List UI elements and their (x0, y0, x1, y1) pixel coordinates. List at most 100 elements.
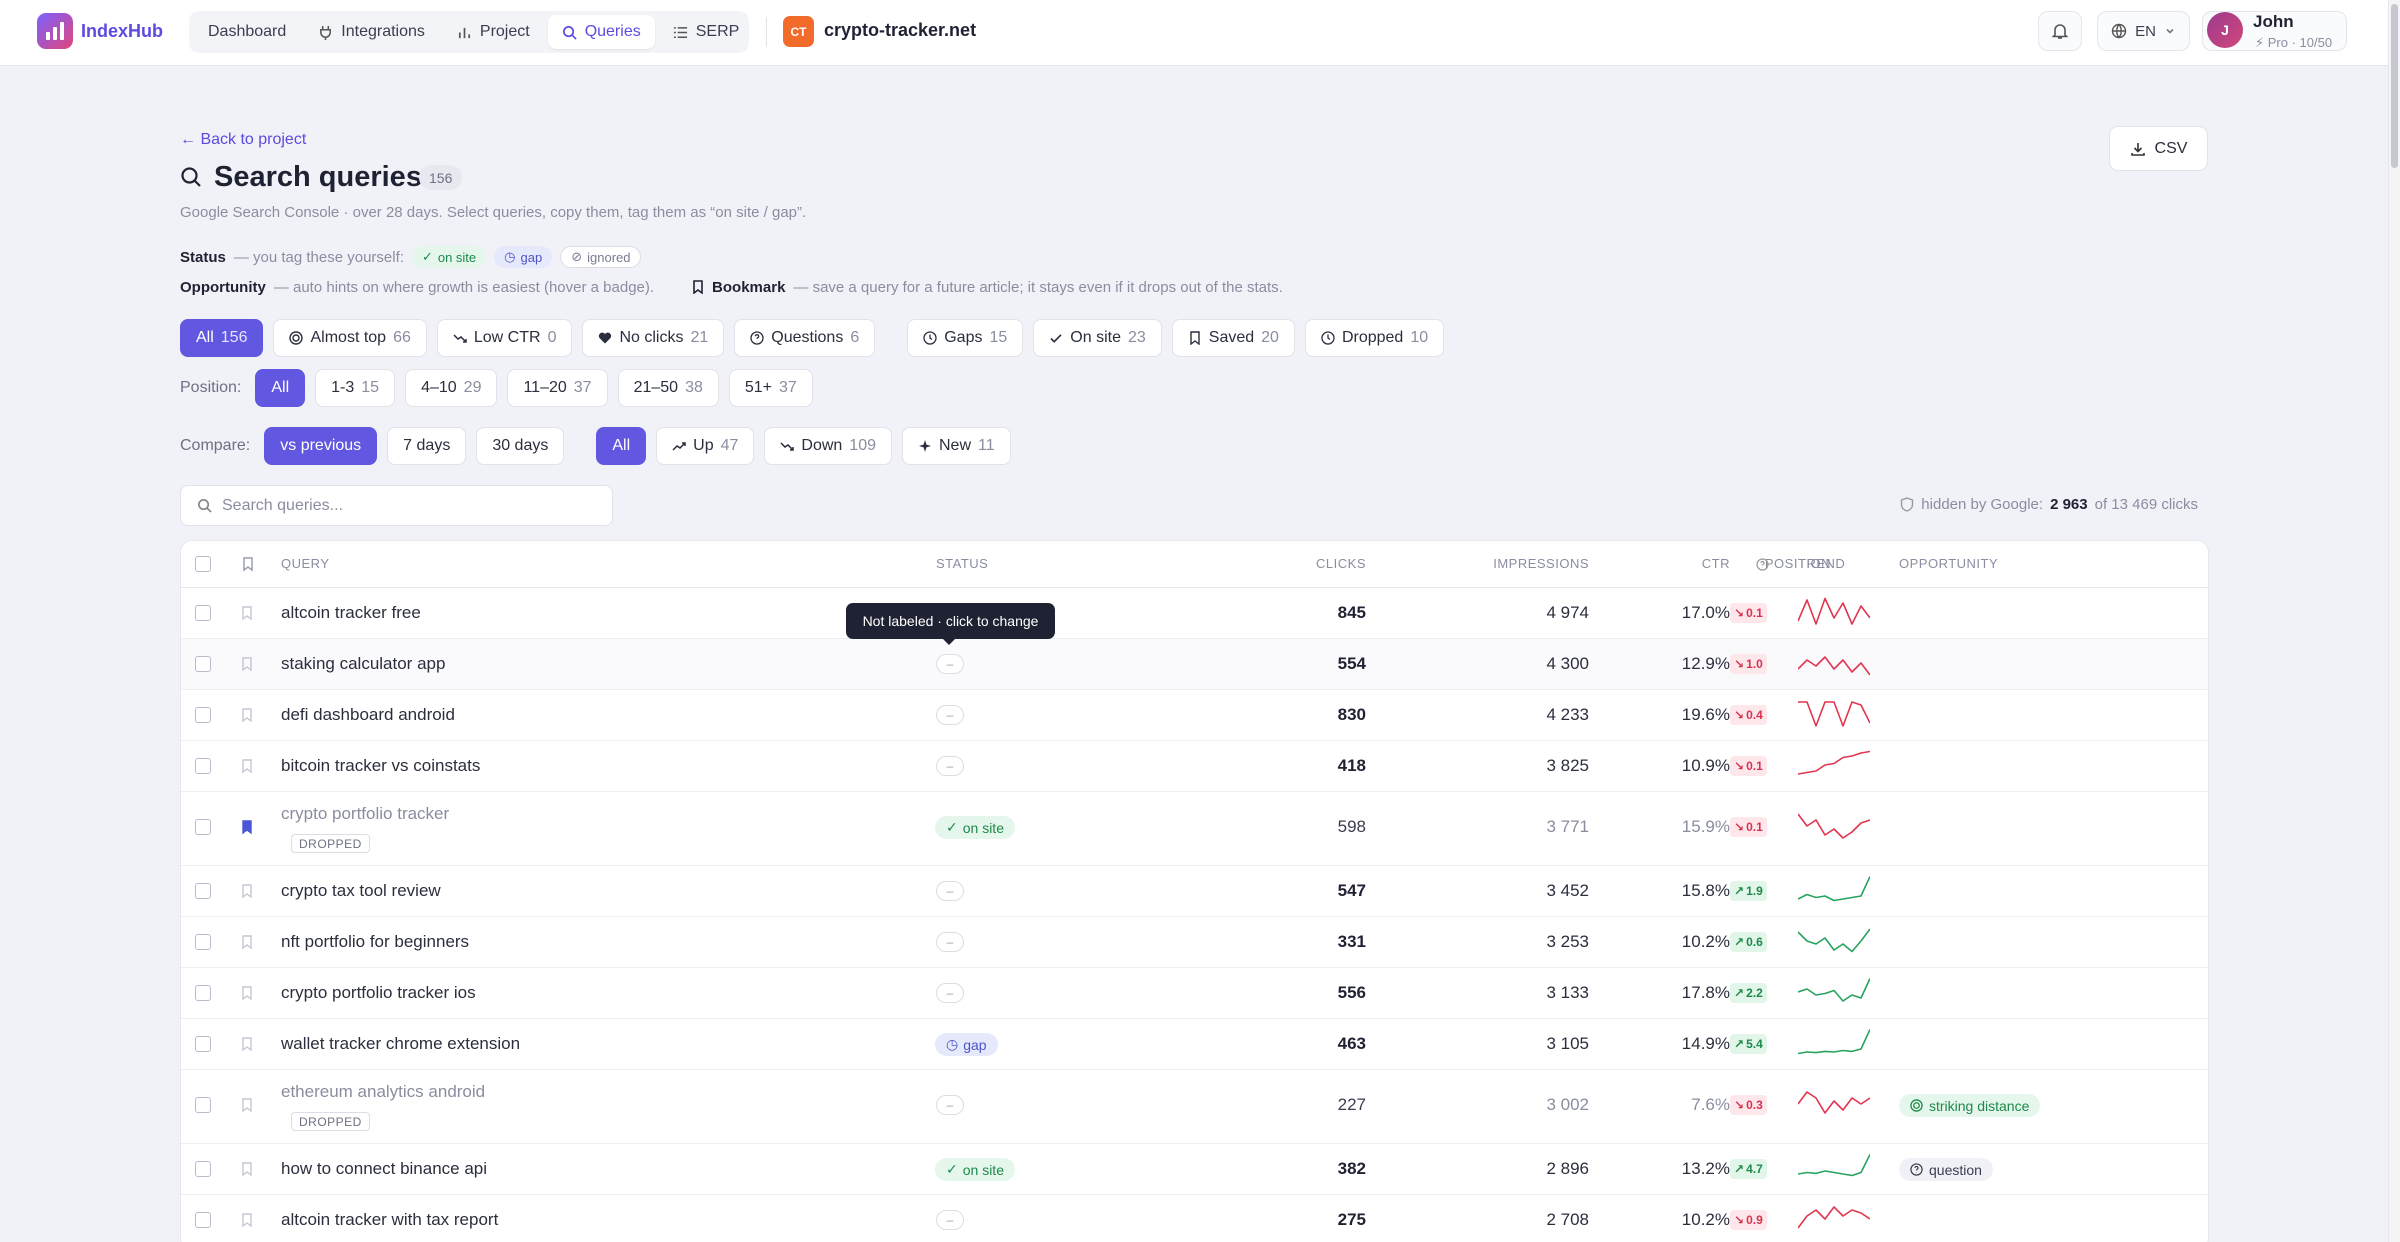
query-text[interactable]: altcoin tracker with tax report (281, 1210, 499, 1229)
position-11-20[interactable]: 11–20 37 (507, 369, 608, 407)
query-text[interactable]: crypto tax tool review (281, 881, 441, 900)
nav-dashboard[interactable]: Dashboard (194, 15, 300, 49)
back-link[interactable]: ← Back to project (180, 131, 307, 148)
query-text[interactable]: bitcoin tracker vs coinstats (281, 756, 481, 775)
scrollbar[interactable] (2388, 0, 2400, 1242)
opportunity-badge[interactable]: striking distance (1899, 1094, 2041, 1117)
bookmark-icon[interactable] (241, 657, 253, 672)
table-row[interactable]: altcoin tracker with tax report – 275 2 708… (181, 1195, 2208, 1242)
filter-gaps[interactable]: Gaps 15 (907, 319, 1024, 357)
row-checkbox[interactable] (195, 1036, 211, 1052)
query-text[interactable]: nft portfolio for beginners (281, 932, 470, 951)
row-checkbox[interactable] (195, 656, 211, 672)
compare-vs-previous[interactable]: vs previous (264, 427, 378, 465)
col-position[interactable]: POSITION (1764, 556, 1831, 571)
row-checkbox[interactable] (195, 934, 211, 950)
status-gap-badge[interactable]: ◷ gap (935, 1033, 998, 1056)
bookmark-filled-icon[interactable] (241, 820, 253, 835)
site-name[interactable]: crypto-tracker.net (824, 20, 977, 40)
notifications-button[interactable] (2038, 11, 2082, 51)
avatar[interactable]: J (2207, 12, 2243, 48)
status-unlabeled[interactable]: – (936, 932, 964, 952)
bookmark-icon[interactable] (241, 986, 253, 1001)
status-unlabeled[interactable]: – (936, 654, 964, 674)
query-text[interactable]: wallet tracker chrome extension (281, 1034, 521, 1053)
query-text[interactable]: how to connect binance api (281, 1159, 488, 1178)
select-all-checkbox[interactable] (195, 556, 211, 572)
bookmark-icon[interactable] (241, 1162, 253, 1177)
bookmark-icon[interactable] (241, 1213, 253, 1228)
col-query[interactable]: QUERY (281, 556, 330, 571)
bookmark-icon[interactable] (241, 1098, 253, 1113)
col-impressions[interactable]: IMPRESSIONS (1493, 556, 1589, 571)
bookmark-icon[interactable] (241, 884, 253, 899)
nav-project[interactable]: Project (443, 15, 544, 49)
brand-name[interactable]: IndexHub (81, 21, 164, 41)
filter-on-site[interactable]: On site 23 (1033, 319, 1162, 357)
filter-questions[interactable]: Questions 6 (734, 319, 876, 357)
bookmark-icon[interactable] (241, 606, 253, 621)
status-unlabeled[interactable]: – (936, 1095, 964, 1115)
filter-saved[interactable]: Saved 20 (1171, 319, 1295, 357)
position-1-3[interactable]: 1-3 15 (315, 369, 396, 407)
filter-low-ctr[interactable]: Low CTR 0 (436, 319, 573, 357)
col-trend[interactable]: TREND (1798, 556, 1846, 571)
col-opportunity[interactable]: OPPORTUNITY (1899, 556, 1999, 571)
status-onsite-badge[interactable]: ✓ on site (935, 1158, 1015, 1181)
nav-serp[interactable]: SERP (659, 15, 754, 49)
position-51[interactable]: 51+ 37 (728, 369, 813, 407)
table-row[interactable]: nft portfolio for beginners – 331 3 253 10.2… (181, 917, 2208, 968)
row-checkbox[interactable] (195, 1212, 211, 1228)
position-all[interactable]: All (255, 369, 306, 407)
col-status[interactable]: STATUS (936, 556, 989, 571)
status-onsite-badge[interactable]: ✓ on site (935, 816, 1015, 839)
filter-no-clicks[interactable]: No clicks 21 (582, 319, 725, 357)
row-checkbox[interactable] (195, 1161, 211, 1177)
status-unlabeled[interactable]: – (936, 881, 964, 901)
user-name[interactable]: John (2253, 12, 2294, 31)
bookmark-icon[interactable] (241, 1037, 253, 1052)
table-row[interactable]: crypto portfolio tracker ios – 556 3 133 17.… (181, 968, 2208, 1019)
filter-dropped[interactable]: Dropped 10 (1304, 319, 1445, 357)
direction-new[interactable]: New 11 (902, 427, 1011, 465)
search-input[interactable]: Search queries... (180, 485, 613, 526)
table-row[interactable]: ethereum analytics android DROPPED – 227 3 0… (181, 1070, 2208, 1144)
query-text[interactable]: crypto portfolio tracker (281, 804, 450, 823)
query-text[interactable]: ethereum analytics android (281, 1082, 486, 1101)
position-21-50[interactable]: 21–50 38 (617, 369, 719, 407)
table-row[interactable]: how to connect binance api ✓ on site 382 2 … (181, 1144, 2208, 1195)
help-icon[interactable] (1756, 558, 1769, 571)
query-text[interactable]: defi dashboard android (281, 705, 455, 724)
compare-7-days[interactable]: 7 days (387, 427, 467, 465)
site-badge[interactable]: CT (783, 16, 814, 47)
language-select[interactable]: EN (2097, 11, 2190, 51)
opportunity-badge[interactable]: question (1899, 1158, 1993, 1181)
col-clicks[interactable]: CLICKS (1316, 556, 1366, 571)
row-checkbox[interactable] (195, 1097, 211, 1113)
query-text[interactable]: staking calculator app (281, 654, 446, 673)
query-text[interactable]: crypto portfolio tracker ios (281, 983, 476, 1002)
bookmark-icon[interactable] (242, 557, 254, 572)
bookmark-icon[interactable] (241, 708, 253, 723)
status-unlabeled[interactable]: – (936, 705, 964, 725)
status-unlabeled[interactable]: – (936, 756, 964, 776)
status-unlabeled[interactable]: – (936, 983, 964, 1003)
status-unlabeled[interactable]: – (936, 1210, 964, 1230)
row-checkbox[interactable] (195, 883, 211, 899)
filter-almost-top[interactable]: Almost top 66 (273, 319, 427, 357)
scrollbar-thumb[interactable] (2391, 4, 2398, 168)
logo-icon[interactable] (37, 13, 73, 49)
row-checkbox[interactable] (195, 819, 211, 835)
nav-queries[interactable]: Queries (547, 15, 655, 49)
col-ctr[interactable]: CTR (1701, 556, 1730, 571)
csv-button[interactable]: CSV (2109, 126, 2208, 171)
compare-30-days[interactable]: 30 days (476, 427, 565, 465)
direction-up[interactable]: Up 47 (656, 427, 755, 465)
query-text[interactable]: altcoin tracker free (281, 603, 421, 622)
bookmark-icon[interactable] (241, 759, 253, 774)
row-checkbox[interactable] (195, 985, 211, 1001)
direction-all[interactable]: All (596, 427, 647, 465)
row-checkbox[interactable] (195, 707, 211, 723)
